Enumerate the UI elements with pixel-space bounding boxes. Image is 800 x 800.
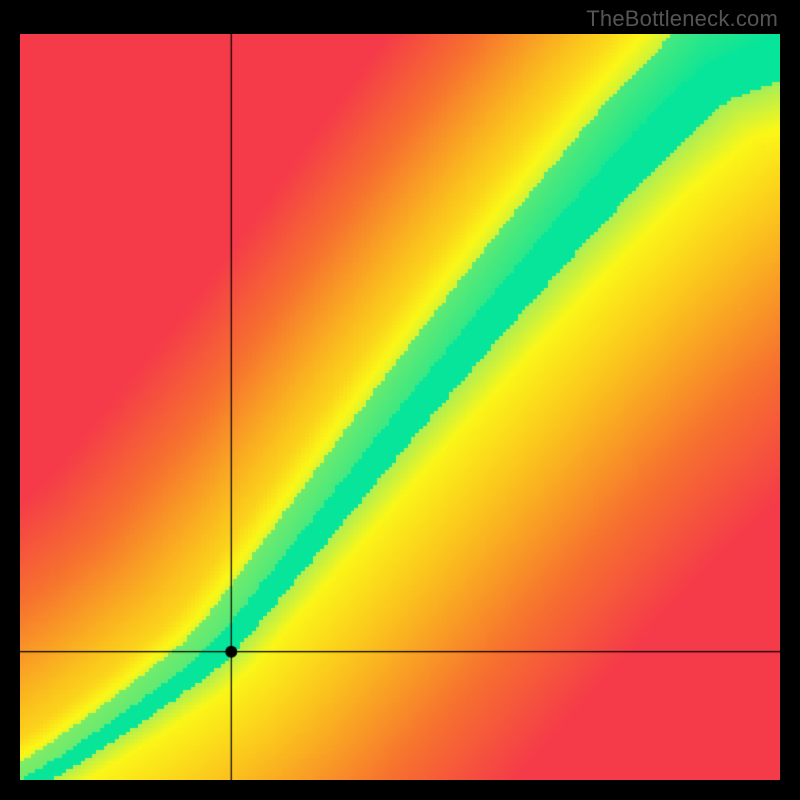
- bottleneck-heatmap: [20, 34, 780, 780]
- attribution-text: TheBottleneck.com: [586, 6, 778, 32]
- heatmap-canvas: [20, 34, 780, 780]
